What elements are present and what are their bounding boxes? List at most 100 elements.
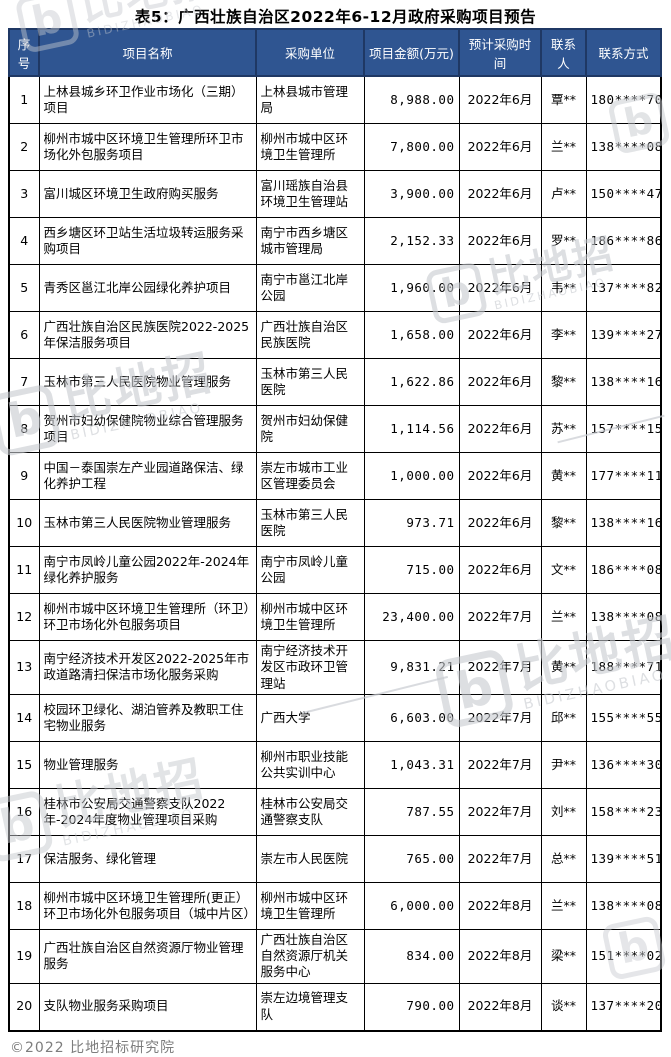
cell-amount: 9,831.21	[363, 640, 460, 695]
column-header-0: 序号	[8, 28, 40, 77]
cell-time: 2022年6月	[458, 358, 542, 406]
cell-unit: 崇左市人民医院	[255, 834, 365, 883]
cell-time: 2022年6月	[458, 217, 542, 265]
cell-unit: 广西壮族自治区自然资源厅机关服务中心	[255, 928, 365, 984]
cell-phone: 137****82	[585, 264, 662, 312]
cell-phone: 139****51	[585, 834, 662, 883]
cell-contact: 总**	[540, 834, 587, 883]
cell-no: 18	[8, 881, 40, 930]
cell-project: 玉林市第三人民医院物业管理服务	[38, 358, 257, 406]
cell-time: 2022年7月	[458, 640, 542, 695]
cell-phone: 151****02	[585, 928, 662, 984]
cell-no: 8	[8, 405, 40, 453]
cell-amount: 973.71	[363, 499, 460, 547]
cell-amount: 1,960.00	[363, 264, 460, 312]
cell-project: 柳州市城中区环境卫生管理所环卫市场化外包服务项目	[38, 123, 257, 171]
cell-no: 17	[8, 834, 40, 883]
cell-time: 2022年8月	[458, 881, 542, 930]
cell-amount: 834.00	[363, 928, 460, 984]
cell-unit: 崇左市城市工业区管理委员会	[255, 452, 365, 500]
cell-no: 12	[8, 593, 40, 641]
cell-amount: 790.00	[363, 982, 460, 1031]
cell-project: 柳州市城中区环境卫生管理所(更正）环卫市场化外包服务项目（城中片区）	[38, 881, 257, 930]
table-row: 16 桂林市公安局交通警察支队2022年-2024年度物业管理项目采购 桂林市公安局…	[8, 787, 662, 836]
cell-contact: 黎**	[540, 358, 587, 406]
cell-no: 13	[8, 640, 40, 695]
table-row: 2 柳州市城中区环境卫生管理所环卫市场化外包服务项目 柳州市城中区环境卫生管理所 7,…	[8, 123, 662, 171]
cell-no: 15	[8, 740, 40, 789]
cell-unit: 广西大学	[255, 693, 365, 742]
cell-phone: 138****08	[585, 881, 662, 930]
cell-unit: 玉林市第三人民医院	[255, 499, 365, 547]
cell-amount: 2,152.33	[363, 217, 460, 265]
cell-unit: 柳州市职业技能公共实训中心	[255, 740, 365, 789]
cell-amount: 715.00	[363, 546, 460, 594]
cell-unit: 南宁经济技术开发区市政环卫管理站	[255, 640, 365, 695]
column-header-4: 预计采购时间	[458, 28, 542, 77]
cell-time: 2022年7月	[458, 593, 542, 641]
cell-project: 玉林市第三人民医院物业管理服务	[38, 499, 257, 547]
table-row: 14 校园环卫绿化、湖泊管养及教职工住宅物业服务 广西大学 6,603.00 2022年…	[8, 693, 662, 742]
cell-time: 2022年6月	[458, 311, 542, 359]
cell-amount: 1,043.31	[363, 740, 460, 789]
cell-time: 2022年6月	[458, 405, 542, 453]
cell-no: 9	[8, 452, 40, 500]
cell-phone: 136****30	[585, 740, 662, 789]
cell-time: 2022年6月	[458, 170, 542, 218]
cell-no: 1	[8, 75, 40, 124]
cell-time: 2022年7月	[458, 740, 542, 789]
cell-no: 10	[8, 499, 40, 547]
cell-amount: 6,000.00	[363, 881, 460, 930]
cell-project: 南宁市凤岭儿童公园2022年-2024年绿化养护服务	[38, 546, 257, 594]
table-body: 1 上林县城乡环卫作业市场化（三期）项目 上林县城市管理局 8,988.00 2022年…	[8, 75, 662, 1031]
cell-project: 桂林市公安局交通警察支队2022年-2024年度物业管理项目采购	[38, 787, 257, 836]
table-row: 12 柳州市城中区环境卫生管理所（环卫）环卫市场化外包服务项目 柳州市城中区环境卫生…	[8, 593, 662, 641]
cell-phone: 138****08	[585, 593, 662, 641]
footer-copyright: ©2022 比地招标研究院	[10, 1039, 176, 1056]
table-row: 13 南宁经济技术开发区2022-2025年市政道路清扫保洁市场化服务采购 南宁经济…	[8, 640, 662, 695]
column-header-2: 采购单位	[255, 28, 365, 77]
cell-phone: 138****16	[585, 499, 662, 547]
cell-project: 物业管理服务	[38, 740, 257, 789]
cell-contact: 李**	[540, 311, 587, 359]
cell-contact: 兰**	[540, 123, 587, 171]
cell-contact: 黄**	[540, 640, 587, 695]
table-row: 19 广西壮族自治区自然资源厅物业管理服务 广西壮族自治区自然资源厅机关服务中心 83…	[8, 928, 662, 984]
table-row: 5 青秀区邕江北岸公园绿化养护项目 南宁市邕江北岸公园 1,960.00 2022年6月…	[8, 264, 662, 312]
cell-unit: 柳州市城中区环境卫生管理所	[255, 123, 365, 171]
cell-time: 2022年8月	[458, 982, 542, 1031]
column-header-6: 联系方式	[585, 28, 662, 77]
cell-time: 2022年6月	[458, 75, 542, 124]
cell-unit: 柳州市城中区环境卫生管理所	[255, 881, 365, 930]
table-row: 9 中国－泰国崇左产业园道路保洁、绿化养护工程 崇左市城市工业区管理委员会 1,000…	[8, 452, 662, 500]
cell-project: 柳州市城中区环境卫生管理所（环卫）环卫市场化外包服务项目	[38, 593, 257, 641]
cell-no: 19	[8, 928, 40, 984]
cell-phone: 155****55	[585, 693, 662, 742]
cell-phone: 186****08	[585, 546, 662, 594]
table-row: 10 玉林市第三人民医院物业管理服务 玉林市第三人民医院 973.71 2022年6月黎…	[8, 499, 662, 547]
cell-contact: 覃**	[540, 75, 587, 124]
table-row: 7 玉林市第三人民医院物业管理服务 玉林市第三人民医院 1,622.86 2022年6月…	[8, 358, 662, 406]
cell-unit: 贺州市妇幼保健院	[255, 405, 365, 453]
table-row: 15 物业管理服务 柳州市职业技能公共实训中心 1,043.31 2022年7月 尹** 1…	[8, 740, 662, 789]
cell-project: 中国－泰国崇左产业园道路保洁、绿化养护工程	[38, 452, 257, 500]
cell-phone: 150****47	[585, 170, 662, 218]
cell-contact: 刘**	[540, 787, 587, 836]
table-row: 4 西乡塘区环卫站生活垃圾转运服务采购项目 南宁市西乡塘区城市管理局 2,152.33…	[8, 217, 662, 265]
table-row: 17 保洁服务、绿化管理 崇左市人民医院 765.00 2022年7月 总** 139***…	[8, 834, 662, 883]
table-row: 20 支队物业服务采购项目 崇左边境管理支队 790.00 2022年8月 谈** 137*…	[8, 982, 662, 1031]
cell-project: 上林县城乡环卫作业市场化（三期）项目	[38, 75, 257, 124]
cell-unit: 广西壮族自治区民族医院	[255, 311, 365, 359]
cell-no: 7	[8, 358, 40, 406]
cell-unit: 南宁市凤岭儿童公园	[255, 546, 365, 594]
cell-no: 6	[8, 311, 40, 359]
cell-project: 校园环卫绿化、湖泊管养及教职工住宅物业服务	[38, 693, 257, 742]
cell-phone: 137****20	[585, 982, 662, 1031]
table-row: 18 柳州市城中区环境卫生管理所(更正）环卫市场化外包服务项目（城中片区） 柳州市城…	[8, 881, 662, 930]
cell-time: 2022年6月	[458, 546, 542, 594]
cell-time: 2022年7月	[458, 834, 542, 883]
cell-amount: 8,988.00	[363, 75, 460, 124]
cell-amount: 6,603.00	[363, 693, 460, 742]
table-row: 6 广西壮族自治区民族医院2022-2025年保洁服务项目 广西壮族自治区民族医院 1…	[8, 311, 662, 359]
cell-unit: 上林县城市管理局	[255, 75, 365, 124]
